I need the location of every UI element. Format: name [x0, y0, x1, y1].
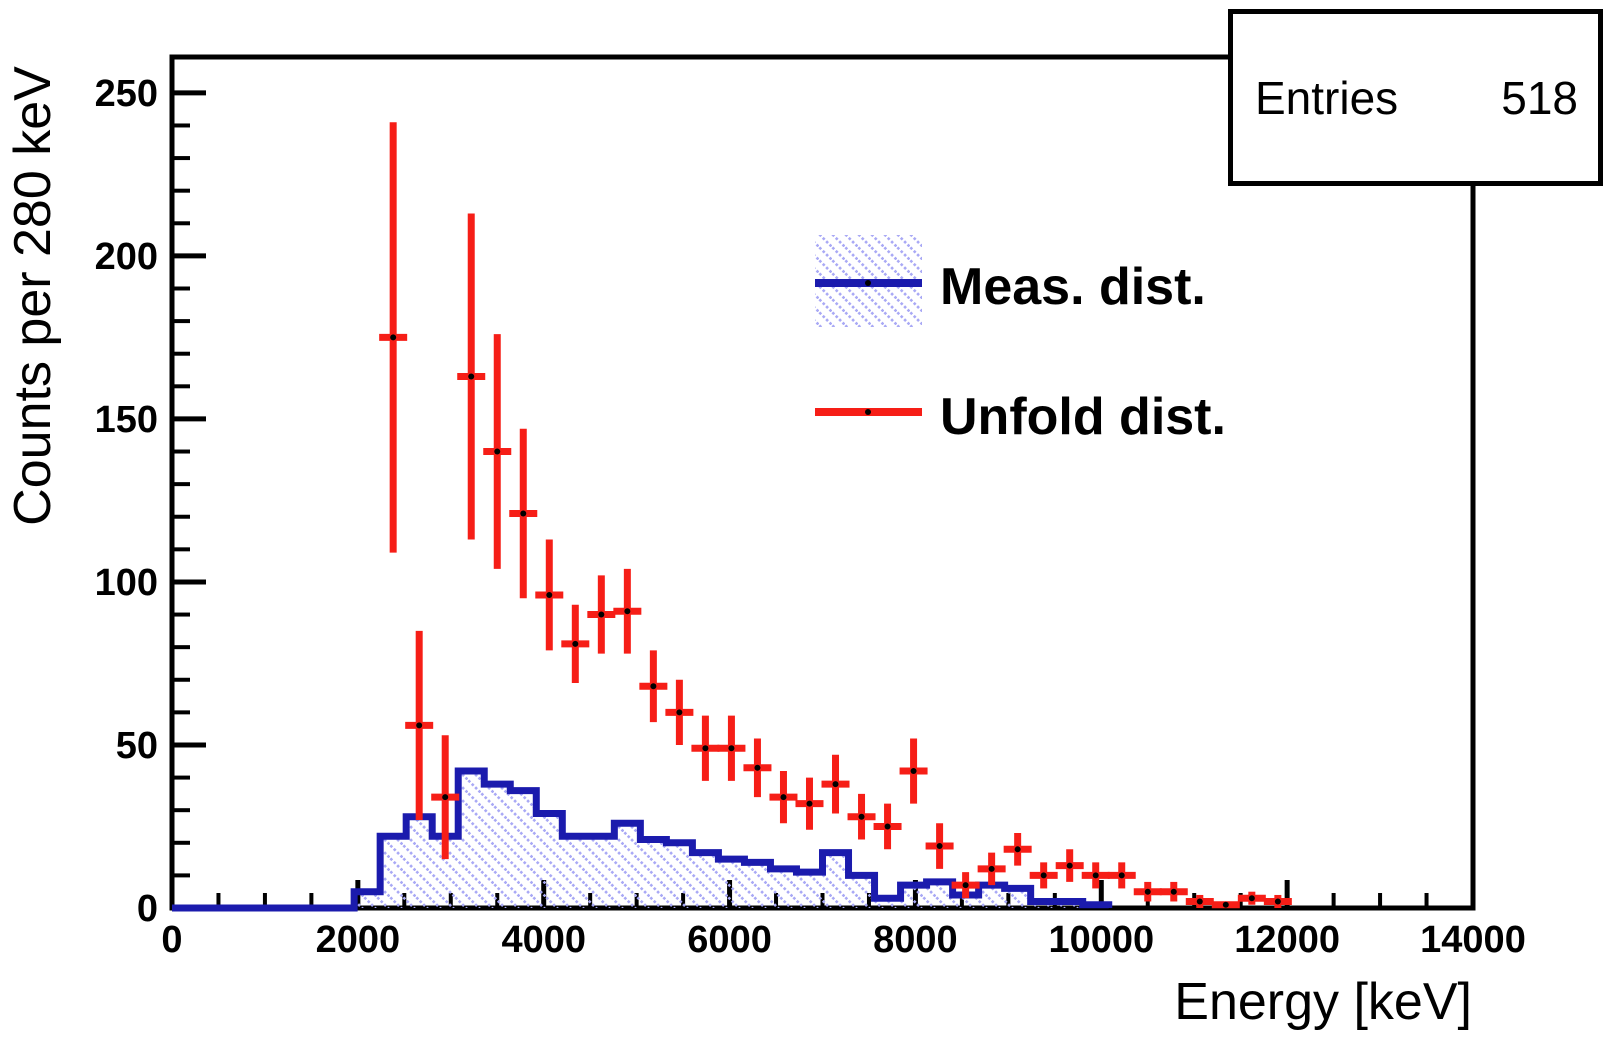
x-tick-label: 2000 — [316, 919, 401, 961]
x-tick-label: 4000 — [501, 919, 586, 961]
unfold-marker-dot — [1170, 888, 1177, 895]
stats-entries-label: Entries — [1255, 71, 1399, 124]
legend-swatch-unfold-dot — [865, 409, 871, 415]
unfold-marker-dot — [572, 640, 579, 647]
unfold-marker-dot — [624, 608, 631, 615]
unfold-marker-dot — [780, 794, 787, 801]
unfold-marker-dot — [1092, 872, 1099, 879]
unfold-marker-dot — [884, 823, 891, 830]
unfold-marker-dot — [1274, 898, 1281, 905]
unfold-marker-dot — [494, 448, 501, 455]
stats-box: Entries 518 — [1228, 9, 1603, 186]
x-tick-label: 8000 — [873, 919, 958, 961]
unfold-marker-dot — [598, 611, 605, 618]
meas-dist-outline — [172, 767, 1113, 912]
y-tick-label: 200 — [95, 236, 158, 278]
unfold-marker-dot — [546, 591, 553, 598]
y-axis-title: Counts per 280 keV — [4, 66, 62, 526]
unfold-marker-dot — [1222, 901, 1229, 908]
unfold-marker-dot — [1196, 898, 1203, 905]
unfold-marker-dot — [468, 373, 475, 380]
x-tick-label: 14000 — [1420, 919, 1526, 961]
unfold-marker-dot — [1118, 872, 1125, 879]
unfold-marker-dot — [416, 722, 423, 729]
unfold-marker-dot — [988, 865, 995, 872]
unfold-marker-dot — [936, 843, 943, 850]
unfold-marker-dot — [676, 709, 683, 716]
legend-label-meas-dist: Meas. dist. — [940, 258, 1206, 316]
legend-swatch-meas-dot — [865, 280, 871, 286]
x-axis-title: Energy [keV] — [1174, 973, 1472, 1031]
unfold-marker-dot — [728, 745, 735, 752]
y-tick-label: 150 — [95, 399, 158, 441]
x-tick-label: 0 — [161, 919, 182, 961]
y-tick-label: 0 — [137, 888, 158, 930]
unfold-marker-dot — [1014, 846, 1021, 853]
unfold-marker-dot — [754, 764, 761, 771]
x-tick-label: 12000 — [1234, 919, 1340, 961]
unfold-marker-dot — [1040, 872, 1047, 879]
unfold-marker-dot — [910, 768, 917, 775]
x-tick-label: 10000 — [1048, 919, 1154, 961]
unfold-marker-dot — [520, 510, 527, 517]
unfold-marker-dot — [962, 882, 969, 889]
stats-entries-value: 518 — [1501, 71, 1578, 124]
unfold-marker-dot — [832, 781, 839, 788]
unfold-marker-dot — [650, 683, 657, 690]
unfold-marker-dot — [442, 794, 449, 801]
unfold-marker-dot — [1248, 895, 1255, 902]
y-tick-label: 250 — [95, 73, 158, 115]
unfold-marker-dot — [390, 334, 397, 341]
y-tick-label: 100 — [95, 562, 158, 604]
unfold-marker-dot — [1144, 888, 1151, 895]
legend-label-unfold-dist: Unfold dist. — [940, 388, 1226, 446]
x-tick-label: 6000 — [687, 919, 772, 961]
unfold-marker-dot — [858, 813, 865, 820]
unfold-marker-dot — [806, 800, 813, 807]
unfold-marker-dot — [702, 745, 709, 752]
unfold-marker-dot — [1066, 862, 1073, 869]
y-tick-label: 50 — [116, 725, 158, 767]
